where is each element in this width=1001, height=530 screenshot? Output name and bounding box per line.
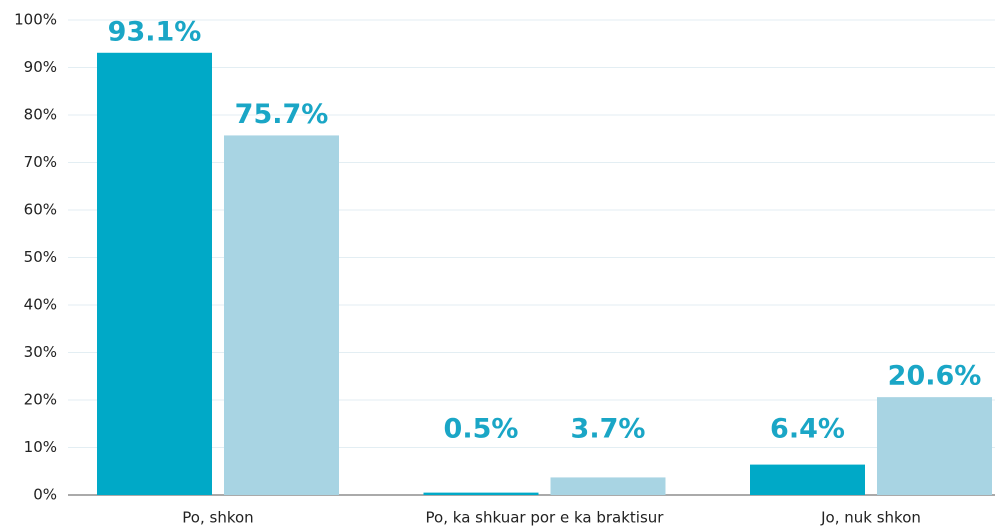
- y-tick-label: 50%: [24, 248, 57, 266]
- value-label: 6.4%: [770, 414, 845, 445]
- bar: [877, 397, 992, 495]
- x-tick-label: Po, shkon: [182, 509, 253, 527]
- bar: [423, 492, 539, 495]
- y-tick-label: 20%: [24, 391, 57, 409]
- value-label: 20.6%: [888, 361, 982, 392]
- value-label: 0.5%: [444, 414, 519, 445]
- value-label: 93.1%: [108, 16, 202, 47]
- bar: [97, 52, 212, 496]
- y-tick-label: 70%: [24, 153, 57, 171]
- bar: [550, 477, 666, 495]
- value-label: 3.7%: [571, 414, 646, 445]
- y-tick-label: 10%: [24, 438, 57, 456]
- y-tick-label: 0%: [33, 486, 57, 504]
- x-tick-label: Po, ka shkuar por e ka braktisur: [426, 509, 665, 527]
- bar: [224, 135, 339, 496]
- y-tick-label: 60%: [24, 201, 57, 219]
- y-tick-label: 100%: [14, 11, 57, 29]
- value-label: 75.7%: [235, 99, 329, 130]
- y-tick-label: 40%: [24, 296, 57, 314]
- y-tick-label: 90%: [24, 58, 57, 76]
- bar: [750, 464, 865, 495]
- y-tick-label: 30%: [24, 343, 57, 361]
- y-tick-label: 80%: [24, 106, 57, 124]
- x-tick-label: Jo, nuk shkon: [820, 509, 921, 527]
